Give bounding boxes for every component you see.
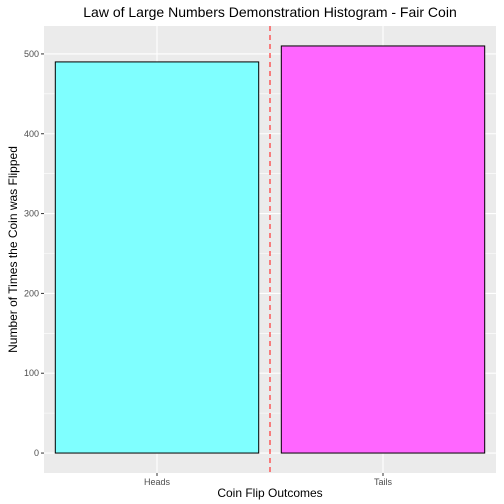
y-tick-label: 0: [34, 448, 39, 458]
y-axis-title: Number of Times the Coin was Flipped: [6, 146, 20, 353]
x-axis-ticks: Heads Tails: [144, 473, 393, 487]
y-axis-ticks: 0 100 200 300 400 500: [24, 49, 44, 458]
y-tick-label: 400: [24, 129, 39, 139]
x-tick-label: Heads: [144, 477, 171, 487]
bar-heads: [54, 61, 260, 454]
x-tick-label: Tails: [374, 477, 393, 487]
y-tick-label: 200: [24, 288, 39, 298]
bar-layer: [54, 45, 486, 454]
x-axis-title: Coin Flip Outcomes: [217, 486, 322, 500]
y-tick-label: 500: [24, 49, 39, 59]
y-tick-label: 300: [24, 209, 39, 219]
y-tick-label: 100: [24, 368, 39, 378]
chart-title: Law of Large Numbers Demonstration Histo…: [83, 4, 456, 20]
bar-tails: [280, 45, 486, 454]
